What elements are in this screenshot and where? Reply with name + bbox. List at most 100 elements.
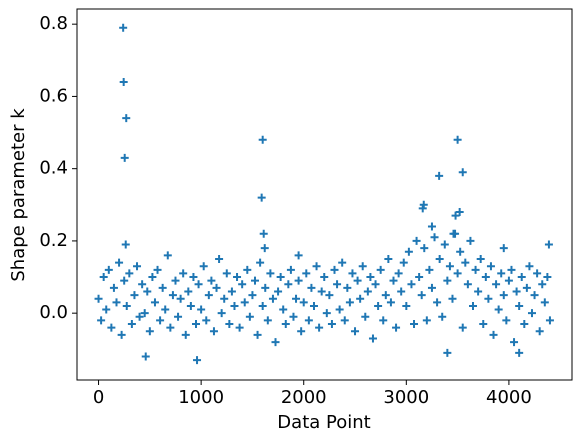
point <box>119 23 128 32</box>
point <box>238 280 247 289</box>
point <box>107 323 116 332</box>
point <box>384 254 393 263</box>
point <box>376 265 385 274</box>
point <box>122 301 131 310</box>
point <box>320 273 329 282</box>
point <box>120 153 129 162</box>
point <box>294 251 303 260</box>
point <box>192 320 201 329</box>
point <box>517 273 526 282</box>
point <box>145 327 154 336</box>
point <box>543 273 552 282</box>
point <box>307 283 316 292</box>
point <box>102 305 111 314</box>
point <box>299 298 308 307</box>
point <box>379 316 388 325</box>
point <box>494 305 503 314</box>
point <box>410 320 419 329</box>
point <box>330 265 339 274</box>
point <box>527 309 536 318</box>
point <box>420 244 429 253</box>
point <box>194 280 203 289</box>
point <box>368 334 377 343</box>
point <box>243 265 252 274</box>
point <box>479 320 488 329</box>
point <box>168 291 177 300</box>
point <box>284 280 293 289</box>
point <box>433 298 442 307</box>
point <box>322 309 331 318</box>
point <box>261 283 270 292</box>
y-tick-label: 0.2 <box>39 230 68 251</box>
point <box>443 276 452 285</box>
point <box>422 316 431 325</box>
point <box>499 291 508 300</box>
point <box>274 287 283 296</box>
point <box>510 338 519 347</box>
point <box>141 352 150 361</box>
point <box>233 273 242 282</box>
point <box>109 283 118 292</box>
point <box>417 291 426 300</box>
point <box>186 301 195 310</box>
point <box>448 294 457 303</box>
point <box>394 269 403 278</box>
point <box>463 280 472 289</box>
point <box>271 338 280 347</box>
point <box>533 269 542 278</box>
point <box>150 298 159 307</box>
point <box>453 269 462 278</box>
point <box>449 229 458 238</box>
point <box>176 294 185 303</box>
point <box>297 327 306 336</box>
point <box>138 280 147 289</box>
point <box>343 283 352 292</box>
point <box>209 327 218 336</box>
point <box>130 291 139 300</box>
point <box>353 276 362 285</box>
point <box>199 262 208 271</box>
point <box>340 316 349 325</box>
point <box>312 262 321 271</box>
point <box>161 305 170 314</box>
point <box>399 258 408 267</box>
point <box>99 273 108 282</box>
point <box>184 287 193 296</box>
point <box>481 273 490 282</box>
point <box>425 265 434 274</box>
point <box>374 301 383 310</box>
point <box>94 294 103 303</box>
point <box>435 171 444 180</box>
point <box>127 320 136 329</box>
point <box>404 247 413 256</box>
point <box>427 222 436 231</box>
point <box>338 258 347 267</box>
point <box>133 262 142 271</box>
x-tick-label: 1000 <box>178 387 224 408</box>
point <box>174 312 183 321</box>
point <box>412 236 421 245</box>
point <box>402 301 411 310</box>
point <box>248 291 257 300</box>
point <box>502 316 511 325</box>
point <box>356 294 365 303</box>
point <box>302 269 311 278</box>
point <box>497 269 506 278</box>
point <box>440 240 449 249</box>
x-axis-label: Data Point <box>277 412 370 433</box>
point <box>104 265 113 274</box>
point <box>333 280 342 289</box>
point <box>435 254 444 263</box>
point <box>474 287 483 296</box>
point <box>520 320 529 329</box>
x-tick-label: 0 <box>93 387 104 408</box>
point <box>240 298 249 307</box>
y-tick-label: 0.0 <box>39 302 68 323</box>
point <box>525 262 534 271</box>
point <box>538 280 547 289</box>
point <box>115 258 124 267</box>
point <box>112 298 121 307</box>
point <box>443 348 452 357</box>
point <box>309 301 318 310</box>
point <box>351 327 360 336</box>
